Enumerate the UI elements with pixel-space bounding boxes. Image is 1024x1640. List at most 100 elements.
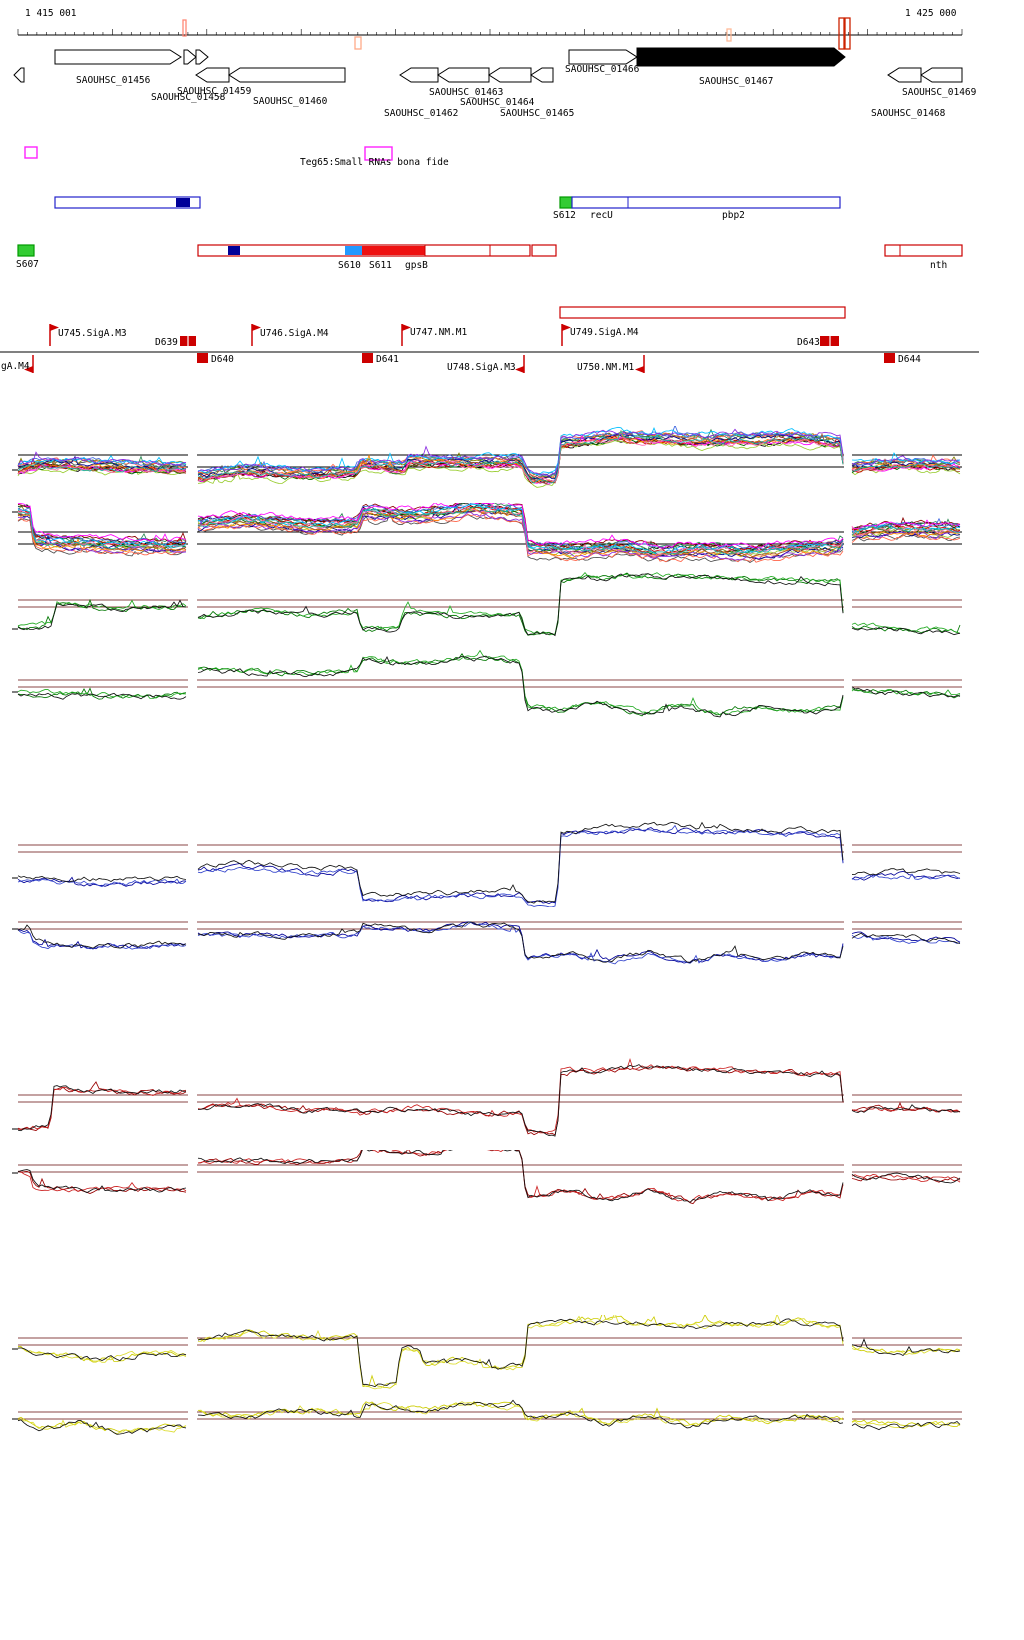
tss-flag-U750.NM.M1[interactable]	[635, 366, 644, 373]
srna-track-label: Teg65:Small RNAs bona fide	[300, 157, 449, 168]
coverage-series-yellow-reverse	[17, 1399, 961, 1435]
coverage-series-green-reverse	[17, 649, 961, 716]
tss-flag-U747.NM.M1[interactable]	[402, 324, 411, 331]
terminator-label: D643	[797, 337, 820, 348]
gene-label: SAOUHSC_01460	[253, 96, 328, 107]
gene-arrow-SAOUHSC_01458[interactable]	[195, 49, 209, 65]
gene-label: SAOUHSC_01468	[871, 108, 946, 119]
gene-label: SAOUHSC_01465	[500, 108, 574, 119]
coverage-series-all-conditions-forward	[17, 430, 961, 484]
transcript-outline-box[interactable]	[559, 306, 846, 319]
gene-arrow-SAOUHSC_01456[interactable]	[54, 49, 182, 65]
gene-arrow-unlabeled[interactable]	[13, 67, 25, 83]
ruler-highlight-mark[interactable]	[354, 36, 362, 50]
gene-arrow-SAOUHSC_01463[interactable]	[437, 67, 490, 83]
coverage-series-red-forward	[17, 1058, 961, 1134]
coverage-series-all-conditions-reverse	[18, 504, 961, 555]
coverage-series-blue-reverse	[17, 921, 961, 964]
gene-arrow-SAOUHSC_01462[interactable]	[399, 67, 439, 83]
srna-box[interactable]	[24, 146, 38, 159]
gene-arrow-SAOUHSC_01469[interactable]	[887, 67, 922, 83]
feature-label-pbp2: pbp2	[722, 210, 745, 221]
coverage-series-green-reverse	[17, 653, 961, 717]
feature-label-gpsB: gpsB	[405, 260, 428, 271]
ruler-highlight-mark[interactable]	[838, 17, 845, 50]
coverage-series-all-conditions-forward	[17, 426, 961, 476]
tss-flag-U748.SigA.M3[interactable]	[515, 366, 524, 373]
coverage-track-yellow-reverse	[12, 1399, 962, 1435]
feature-label-S610: S610	[338, 260, 361, 271]
coverage-series-yellow-reverse	[17, 1401, 961, 1435]
red-operon-track-bar[interactable]	[17, 244, 35, 257]
blue-operon-track-bar[interactable]	[571, 196, 841, 209]
coverage-series-yellow-forward	[17, 1318, 961, 1388]
srna-box[interactable]	[364, 146, 393, 161]
gene-arrow-SAOUHSC_01460[interactable]	[228, 67, 346, 83]
feature-label-recU: recU	[590, 210, 613, 221]
coverage-series-all-conditions-reverse	[17, 511, 961, 563]
bar-segment	[362, 246, 425, 255]
ruler-end-coordinate: 1 425 000	[905, 8, 957, 19]
ruler-highlight-mark[interactable]	[726, 28, 732, 42]
terminator-label: D644	[898, 354, 921, 365]
gene-arrow-SAOUHSC_01467[interactable]	[636, 47, 846, 67]
blue-operon-track-bar[interactable]	[559, 196, 573, 209]
coverage-track-red-reverse	[12, 1150, 962, 1205]
tss-flag-U749.SigA.M4[interactable]	[562, 324, 571, 331]
gene-label: SAOUHSC_01462	[384, 108, 458, 119]
tss-label: U745.SigA.M3	[58, 328, 127, 339]
gene-arrow-SAOUHSC_01466[interactable]	[568, 49, 638, 65]
coverage-series-green-forward	[17, 572, 961, 636]
gene-label: SAOUHSC_01464	[460, 97, 535, 108]
gene-label: SAOUHSC_01466	[565, 64, 640, 75]
feature-label-S607: S607	[16, 259, 39, 270]
gene-arrow-SAOUHSC_01468[interactable]	[920, 67, 963, 83]
coverage-series-yellow-forward	[18, 1315, 961, 1389]
tss-flag-U746.SigA.M4[interactable]	[252, 324, 261, 331]
terminator-label: D639	[155, 337, 178, 348]
feature-label-S612: S612	[553, 210, 576, 221]
tss-label: U748.SigA.M3	[447, 362, 516, 373]
gene-arrow-SAOUHSC_01464[interactable]	[488, 67, 532, 83]
tss-label: U749.SigA.M4	[570, 327, 639, 338]
gene-label: SAOUHSC_01458	[151, 92, 226, 103]
red-operon-track-bar[interactable]	[531, 244, 557, 257]
ruler-highlight-mark[interactable]	[844, 17, 851, 50]
bar-segment	[176, 198, 190, 207]
gene-label: SAOUHSC_01456	[76, 75, 151, 86]
coverage-track-red-forward	[12, 1058, 962, 1137]
tss-flag-U745.SigA.M3[interactable]	[50, 324, 59, 331]
coverage-series-all-conditions-reverse	[17, 503, 961, 549]
coverage-track-all-conditions-forward	[12, 426, 962, 488]
blue-operon-track-bar[interactable]	[54, 196, 201, 209]
gene-arrow-unlabeled[interactable]	[183, 49, 197, 65]
tss-flag-gA.M4[interactable]	[24, 366, 33, 373]
coverage-series-red-reverse	[17, 1150, 961, 1203]
terminator-label: D641	[376, 354, 399, 365]
coverage-series-green-forward	[17, 571, 961, 636]
bar-segment	[345, 246, 362, 255]
coverage-track-green-reverse	[12, 649, 962, 718]
red-operon-track-bar[interactable]	[884, 244, 963, 257]
coverage-series-red-forward	[17, 1065, 961, 1136]
ruler-highlight-mark[interactable]	[182, 19, 187, 37]
coverage-track-blue-reverse	[12, 921, 962, 965]
terminator-box-D644[interactable]	[884, 353, 895, 363]
gene-arrow-SAOUHSC_01459[interactable]	[195, 67, 230, 83]
coverage-series-blue-forward	[17, 824, 961, 907]
coverage-track-green-forward	[12, 571, 962, 637]
tss-label: U746.SigA.M4	[260, 328, 329, 339]
coverage-series-blue-forward	[17, 821, 961, 904]
coverage-track-blue-forward	[12, 821, 962, 907]
tss-label: U747.NM.M1	[410, 327, 467, 338]
coverage-series-green-forward	[17, 573, 961, 637]
coverage-track-all-conditions-reverse	[12, 503, 962, 564]
terminator-box-D641[interactable]	[362, 353, 373, 363]
coverage-series-yellow-forward	[17, 1315, 961, 1390]
terminator-box-D640[interactable]	[197, 353, 208, 363]
feature-label-S611: S611	[369, 260, 392, 271]
coverage-series-all-conditions-reverse	[17, 503, 961, 557]
gene-arrow-SAOUHSC_01465[interactable]	[530, 67, 554, 83]
